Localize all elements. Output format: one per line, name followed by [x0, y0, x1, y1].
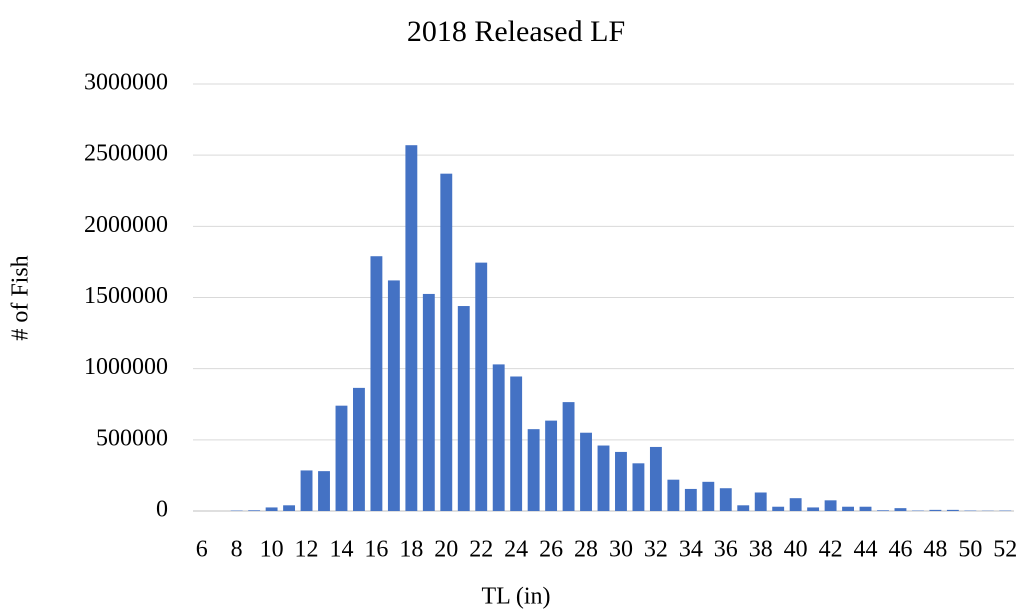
x-tick-label: 32	[644, 537, 668, 563]
x-tick-label: 50	[958, 537, 982, 563]
x-tick-label: 44	[854, 537, 878, 563]
x-tick-label: 14	[329, 537, 353, 563]
bar	[387, 280, 400, 511]
x-tick-label: 34	[679, 537, 703, 563]
x-tick-label: 36	[714, 537, 738, 563]
bar	[772, 506, 785, 511]
bar	[929, 509, 942, 511]
bar	[737, 505, 750, 511]
x-tick-label: 28	[574, 537, 598, 563]
x-tick-label: 16	[364, 537, 388, 563]
x-tick-label: 30	[609, 537, 633, 563]
bar	[754, 492, 767, 511]
bar	[405, 145, 418, 511]
bar	[457, 306, 470, 511]
bar	[580, 432, 592, 511]
bar	[353, 387, 365, 511]
x-tick-label: 26	[539, 537, 563, 563]
bar	[283, 505, 296, 511]
x-tick-label: 22	[469, 537, 493, 563]
bar	[894, 508, 907, 511]
y-tick-label: 0	[156, 497, 168, 523]
bar	[545, 420, 558, 511]
x-tick-label: 46	[888, 537, 912, 563]
x-tick-label: 40	[784, 537, 808, 563]
x-axis-label: TL (in)	[481, 584, 550, 610]
bar	[597, 445, 610, 511]
bar	[824, 500, 837, 511]
bar	[475, 262, 488, 511]
x-tick-label: 48	[923, 537, 947, 563]
y-tick-label: 500000	[96, 425, 168, 451]
y-tick-label: 1500000	[84, 283, 168, 309]
x-tick-label: 8	[231, 537, 243, 563]
bar	[842, 506, 854, 511]
y-axis-label: # of Fish	[8, 255, 34, 340]
bar	[807, 507, 820, 511]
x-tick-label: 12	[295, 537, 319, 563]
chart-title: 2018 Released LF	[407, 15, 625, 48]
bar	[684, 488, 697, 511]
y-tick-label: 3000000	[84, 70, 168, 96]
x-tick-label: 42	[819, 537, 843, 563]
bar	[649, 446, 662, 511]
bar	[632, 463, 645, 511]
bar	[335, 405, 348, 511]
x-tick-label: 18	[399, 537, 423, 563]
x-tick-label: 24	[504, 537, 528, 563]
bar	[492, 364, 505, 511]
x-tick-label: 38	[749, 537, 773, 563]
bar	[719, 488, 732, 511]
bar	[667, 479, 680, 511]
bar	[615, 451, 627, 511]
bar	[859, 506, 872, 511]
x-tick-label: 6	[196, 537, 208, 563]
bar	[318, 471, 330, 511]
x-tick-label: 52	[993, 537, 1017, 563]
x-tick-label: 20	[434, 537, 458, 563]
bar	[248, 510, 261, 511]
bar	[877, 510, 889, 511]
bar	[510, 376, 523, 511]
bar	[440, 173, 453, 512]
bar	[527, 429, 540, 511]
x-tick-label: 10	[260, 537, 284, 563]
y-tick-label: 1000000	[84, 354, 168, 380]
bar	[265, 507, 278, 511]
y-tick-label: 2000000	[84, 212, 168, 238]
bar	[702, 481, 715, 511]
bar	[562, 402, 575, 511]
bar	[370, 256, 383, 511]
y-tick-label: 2500000	[84, 141, 168, 167]
bar	[946, 509, 959, 511]
bar	[300, 470, 313, 511]
bar	[422, 293, 435, 511]
bar	[789, 498, 802, 511]
